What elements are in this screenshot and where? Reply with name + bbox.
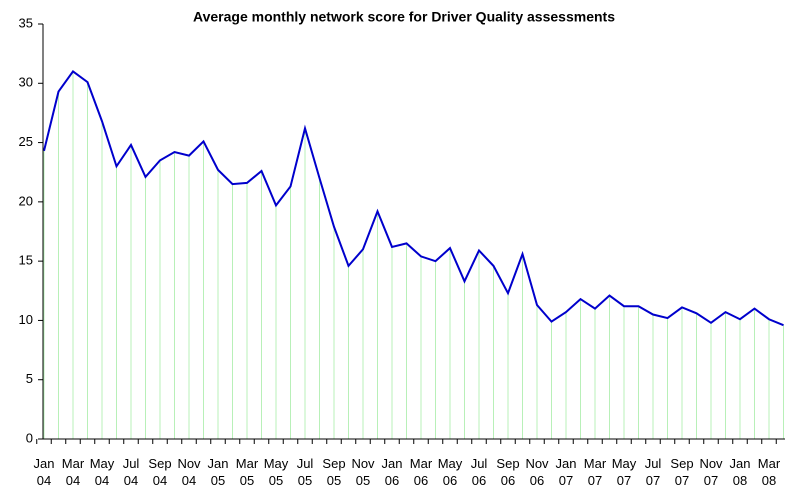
x-tick-label: Mar 04 <box>61 456 85 488</box>
x-tick-label: May 07 <box>611 456 637 488</box>
x-tick-label: Nov 05 <box>351 456 375 488</box>
x-tick-label: May 04 <box>89 456 115 488</box>
x-tick-label: Sep 07 <box>670 456 694 488</box>
x-tick-label: Mar 05 <box>235 456 259 488</box>
chart-title: Average monthly network score for Driver… <box>193 9 615 25</box>
x-tick-label: Jul 05 <box>296 456 314 488</box>
x-tick-label: Nov 07 <box>699 456 723 488</box>
y-tick-label: 30 <box>19 75 33 90</box>
y-tick-label: 0 <box>26 430 33 445</box>
y-tick-label: 10 <box>19 312 33 327</box>
x-tick-label: Jan 08 <box>729 456 751 488</box>
x-tick-label: May 06 <box>437 456 463 488</box>
x-tick-label: Jul 04 <box>122 456 140 488</box>
y-tick-label: 25 <box>19 134 33 149</box>
x-tick-label: Mar 08 <box>757 456 781 488</box>
y-tick-label: 20 <box>19 193 33 208</box>
x-tick-label: Nov 06 <box>525 456 549 488</box>
x-tick-label: Mar 07 <box>583 456 607 488</box>
x-tick-label: Mar 06 <box>409 456 433 488</box>
y-tick-label: 35 <box>19 15 33 30</box>
y-tick-label: 5 <box>26 371 33 386</box>
x-tick-label: Sep 05 <box>322 456 346 488</box>
x-tick-label: Jan 06 <box>381 456 403 488</box>
x-tick-label: Jan 04 <box>33 456 55 488</box>
x-tick-label: Jan 07 <box>555 456 577 488</box>
x-tick-label: May 05 <box>263 456 289 488</box>
x-tick-label: Jan 05 <box>207 456 229 488</box>
x-tick-label: Nov 04 <box>177 456 201 488</box>
x-tick-label: Sep 04 <box>148 456 172 488</box>
x-tick-label: Sep 06 <box>496 456 520 488</box>
y-tick-label: 15 <box>19 253 33 268</box>
data-line <box>43 70 784 327</box>
x-tick-label: Jul 06 <box>470 456 488 488</box>
x-tick-label: Jul 07 <box>644 456 662 488</box>
